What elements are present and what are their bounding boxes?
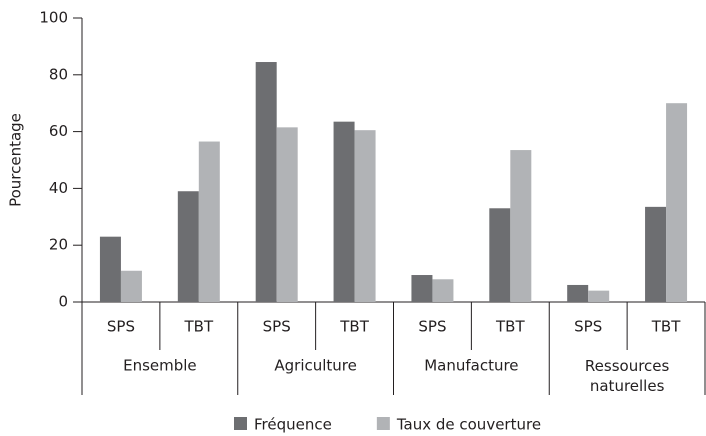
x-tick-label: TBT — [495, 318, 525, 336]
x-tick-label: SPS — [574, 318, 602, 336]
y-tick-label: 20 — [49, 236, 68, 254]
group-label: Ressources naturelles — [585, 357, 670, 395]
legend-swatch — [234, 417, 247, 430]
bar — [588, 290, 610, 302]
legend-swatch — [376, 417, 390, 430]
y-tick-label: 0 — [58, 293, 68, 311]
bar — [177, 191, 199, 302]
bar — [510, 150, 532, 302]
y-tick-label: 80 — [49, 65, 68, 83]
bar — [255, 62, 277, 302]
x-tick-label: SPS — [263, 318, 291, 336]
bar — [276, 127, 298, 302]
bar — [354, 130, 376, 302]
group-label: Agriculture — [274, 357, 357, 375]
bar — [333, 121, 355, 302]
bar — [99, 236, 121, 302]
bar — [567, 284, 589, 302]
x-tick-label: TBT — [184, 318, 214, 336]
y-tick-label: 60 — [49, 122, 68, 140]
bar — [489, 208, 511, 302]
x-tick-label: SPS — [418, 318, 446, 336]
x-tick-label: SPS — [107, 318, 135, 336]
group-label: Ensemble — [123, 357, 197, 375]
x-tick-label: TBT — [339, 318, 369, 336]
y-tick-label: 100 — [39, 9, 68, 27]
group-label: Manufacture — [424, 357, 518, 375]
bar — [432, 279, 454, 302]
legend-label: Taux de couverture — [396, 416, 541, 434]
y-axis-label: Pourcentage — [7, 113, 25, 207]
legend-label: Fréquence — [254, 416, 332, 434]
bar — [645, 206, 667, 302]
bar — [198, 141, 220, 302]
y-tick-label: 40 — [49, 179, 68, 197]
bar — [120, 270, 142, 302]
bar — [666, 103, 688, 302]
x-tick-label: TBT — [651, 318, 681, 336]
bar — [411, 275, 433, 302]
